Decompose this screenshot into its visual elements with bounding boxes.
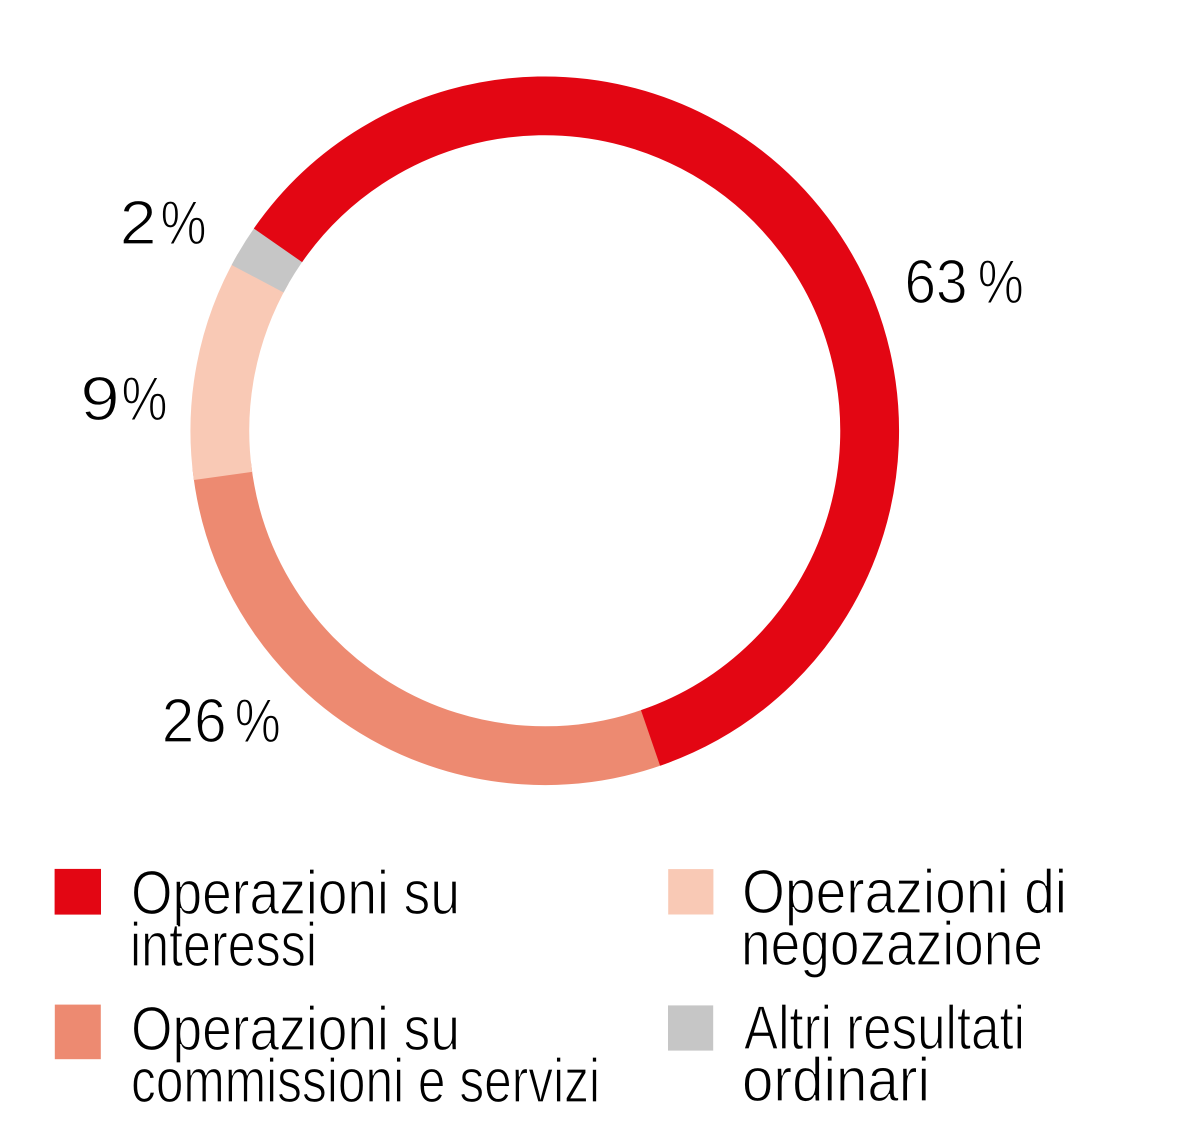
svg-text:26: 26: [162, 687, 227, 756]
svg-text:9: 9: [80, 365, 120, 434]
svg-text:Operazioni su: Operazioni su: [131, 995, 460, 1064]
svg-text:63: 63: [905, 248, 968, 317]
svg-text:ordinari: ordinari: [742, 1046, 930, 1115]
svg-text:Operazioni su: Operazioni su: [131, 859, 460, 928]
svg-text:%: %: [235, 687, 281, 756]
svg-text:%: %: [978, 248, 1024, 317]
svg-text:Operazioni di: Operazioni di: [742, 858, 1067, 927]
svg-text:%: %: [161, 189, 207, 258]
svg-text:negozazione: negozazione: [741, 910, 1043, 979]
svg-text:commissioni e servizi: commissioni e servizi: [131, 1047, 600, 1116]
svg-text:Altri resultati: Altri resultati: [744, 994, 1025, 1063]
svg-text:2: 2: [120, 189, 157, 258]
svg-text:interessi: interessi: [130, 911, 317, 980]
svg-text:%: %: [122, 365, 168, 434]
